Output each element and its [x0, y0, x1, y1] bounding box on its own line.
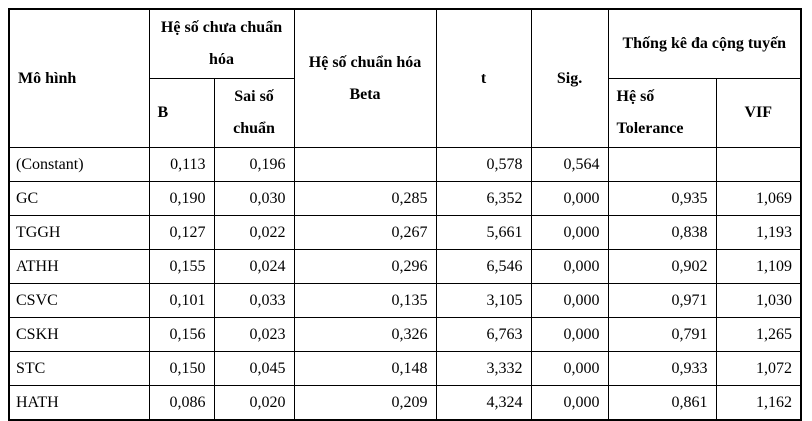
- cell-t: 4,324: [435, 385, 532, 421]
- cell-b: 0,113: [148, 147, 215, 182]
- cell-b: 0,156: [148, 317, 215, 352]
- cell-beta: 0,296: [293, 249, 437, 284]
- cell-t: 0,578: [435, 147, 532, 182]
- table-body: (Constant) 0,113 0,196 0,578 0,564 GC 0,190 0,0…: [8, 147, 802, 421]
- cell-vif: 1,072: [715, 351, 802, 386]
- cell-t: 5,661: [435, 215, 532, 250]
- header-unstandardized: Hệ số chưa chuẩn hóa: [148, 8, 295, 79]
- header-tolerance: Hệ số Tolerance: [607, 78, 717, 148]
- table-row: ATHH 0,155 0,024 0,296 6,546 0,000 0,902 1,109: [8, 249, 802, 284]
- cell-model: CSKH: [8, 317, 150, 352]
- cell-sig: 0,000: [530, 351, 609, 386]
- cell-beta: 0,135: [293, 283, 437, 318]
- cell-model: (Constant): [8, 147, 150, 182]
- cell-sig: 0,000: [530, 317, 609, 352]
- cell-sig: 0,000: [530, 385, 609, 421]
- cell-t: 3,105: [435, 283, 532, 318]
- cell-beta: [293, 147, 437, 182]
- cell-vif: 1,162: [715, 385, 802, 421]
- header-standardized: Hệ số chuẩn hóa Beta: [293, 8, 437, 148]
- cell-t: 3,332: [435, 351, 532, 386]
- cell-vif: 1,109: [715, 249, 802, 284]
- cell-vif: 1,193: [715, 215, 802, 250]
- cell-tolerance: 0,791: [607, 317, 717, 352]
- table-row: GC 0,190 0,030 0,285 6,352 0,000 0,935 1,069: [8, 181, 802, 216]
- header-collinearity: Thống kê đa cộng tuyến: [607, 8, 802, 79]
- cell-vif: [715, 147, 802, 182]
- cell-tolerance: 0,971: [607, 283, 717, 318]
- cell-std-error: 0,023: [213, 317, 295, 352]
- cell-beta: 0,267: [293, 215, 437, 250]
- cell-t: 6,763: [435, 317, 532, 352]
- cell-beta: 0,285: [293, 181, 437, 216]
- cell-std-error: 0,045: [213, 351, 295, 386]
- cell-beta: 0,209: [293, 385, 437, 421]
- cell-model: GC: [8, 181, 150, 216]
- cell-sig: 0,000: [530, 283, 609, 318]
- cell-std-error: 0,030: [213, 181, 295, 216]
- table-row: TGGH 0,127 0,022 0,267 5,661 0,000 0,838 1,193: [8, 215, 802, 250]
- cell-sig: 0,000: [530, 249, 609, 284]
- table-row: CSKH 0,156 0,023 0,326 6,763 0,000 0,791 1,265: [8, 317, 802, 352]
- cell-t: 6,352: [435, 181, 532, 216]
- cell-model: TGGH: [8, 215, 150, 250]
- cell-b: 0,101: [148, 283, 215, 318]
- cell-model: STC: [8, 351, 150, 386]
- cell-beta: 0,326: [293, 317, 437, 352]
- cell-tolerance: 0,902: [607, 249, 717, 284]
- cell-tolerance: 0,861: [607, 385, 717, 421]
- header-vif: VIF: [715, 78, 802, 148]
- cell-b: 0,086: [148, 385, 215, 421]
- cell-std-error: 0,020: [213, 385, 295, 421]
- table-row: CSVC 0,101 0,033 0,135 3,105 0,000 0,971 1,030: [8, 283, 802, 318]
- cell-b: 0,155: [148, 249, 215, 284]
- cell-t: 6,546: [435, 249, 532, 284]
- cell-std-error: 0,024: [213, 249, 295, 284]
- cell-model: ATHH: [8, 249, 150, 284]
- cell-tolerance: 0,935: [607, 181, 717, 216]
- header-model: Mô hình: [8, 8, 150, 148]
- cell-tolerance: [607, 147, 717, 182]
- header-t: t: [435, 8, 532, 148]
- table-row: HATH 0,086 0,020 0,209 4,324 0,000 0,861 1,162: [8, 385, 802, 421]
- table-row: (Constant) 0,113 0,196 0,578 0,564: [8, 147, 802, 182]
- cell-sig: 0,564: [530, 147, 609, 182]
- cell-beta: 0,148: [293, 351, 437, 386]
- cell-sig: 0,000: [530, 181, 609, 216]
- header-sig: Sig.: [530, 8, 609, 148]
- cell-std-error: 0,196: [213, 147, 295, 182]
- cell-b: 0,190: [148, 181, 215, 216]
- cell-std-error: 0,022: [213, 215, 295, 250]
- cell-sig: 0,000: [530, 215, 609, 250]
- cell-model: CSVC: [8, 283, 150, 318]
- cell-vif: 1,069: [715, 181, 802, 216]
- cell-vif: 1,030: [715, 283, 802, 318]
- table-row: STC 0,150 0,045 0,148 3,332 0,000 0,933 1,072: [8, 351, 802, 386]
- cell-vif: 1,265: [715, 317, 802, 352]
- cell-b: 0,127: [148, 215, 215, 250]
- cell-std-error: 0,033: [213, 283, 295, 318]
- cell-tolerance: 0,933: [607, 351, 717, 386]
- cell-b: 0,150: [148, 351, 215, 386]
- header-std-error: Sai số chuẩn: [213, 78, 295, 148]
- cell-model: HATH: [8, 385, 150, 421]
- cell-tolerance: 0,838: [607, 215, 717, 250]
- header-b: B: [148, 78, 215, 148]
- regression-table: Mô hình Hệ số chưa chuẩn hóa Hệ số chuẩn…: [8, 8, 803, 421]
